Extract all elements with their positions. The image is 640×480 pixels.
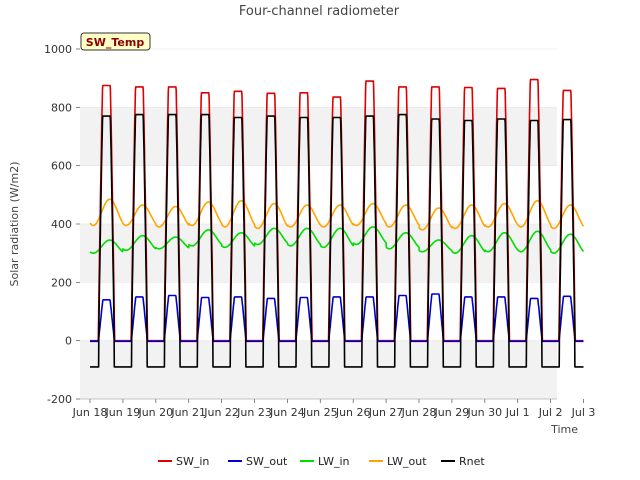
x-tick-label: Jun 20 <box>137 406 173 419</box>
series-line-lw-out <box>89 198 585 231</box>
y-axis-ticks: -200 0 200 400 600 800 1000 <box>44 43 80 406</box>
annotation-badge: SW_Temp <box>80 32 151 51</box>
x-tick-label: Jul 3 <box>571 406 596 419</box>
y-tick-label: 600 <box>51 160 72 173</box>
x-tick-label: Jun 25 <box>302 406 338 419</box>
x-tick-label: Jun 27 <box>368 406 404 419</box>
y-tick-label: 0 <box>65 335 72 348</box>
plot-background-bands <box>80 48 557 400</box>
legend-label-rnet: Rnet <box>459 455 485 468</box>
grid-band <box>80 340 557 399</box>
series-line-lw-in <box>89 226 585 254</box>
series-line-rnet <box>89 113 584 368</box>
x-tick-label: Jun 24 <box>269 406 305 419</box>
x-tick-label: Jun 21 <box>170 406 206 419</box>
grid-band <box>80 107 557 166</box>
x-tick-label: Jun 30 <box>466 406 502 419</box>
x-tick-label: Jun 23 <box>236 406 272 419</box>
series-line-sw-in <box>89 78 584 342</box>
series-layer <box>89 78 585 368</box>
grid-band <box>80 224 557 283</box>
x-tick-label: Jun 18 <box>72 406 108 419</box>
legend-label-lw-out: LW_out <box>387 455 427 468</box>
legend-label-sw-out: SW_out <box>246 455 288 468</box>
y-tick-label: 400 <box>51 218 72 231</box>
x-tick-label: Jul 2 <box>538 406 563 419</box>
y-tick-label: 800 <box>51 101 72 114</box>
series-line-sw-out <box>89 293 584 343</box>
x-axis-label: Time <box>550 423 578 436</box>
x-tick-label: Jun 28 <box>401 406 437 419</box>
legend-label-sw-in: SW_in <box>176 455 209 468</box>
x-tick-label: Jun 29 <box>434 406 470 419</box>
y-tick-label: -200 <box>47 393 72 406</box>
y-tick-label: 1000 <box>44 43 72 56</box>
y-axis-label: Solar radiation (W/m2) <box>8 161 21 286</box>
x-tick-label: Jun 22 <box>203 406 239 419</box>
x-tick-label: Jun 19 <box>105 406 141 419</box>
y-tick-label: 200 <box>51 276 72 289</box>
legend: SW_in SW_out LW_in LW_out Rnet <box>158 455 485 468</box>
x-tick-label: Jul 1 <box>505 406 530 419</box>
x-tick-label: Jun 26 <box>335 406 371 419</box>
annotation-badge-label: SW_Temp <box>86 36 145 49</box>
legend-label-lw-in: LW_in <box>318 455 350 468</box>
chart-title: Four-channel radiometer <box>239 4 400 19</box>
